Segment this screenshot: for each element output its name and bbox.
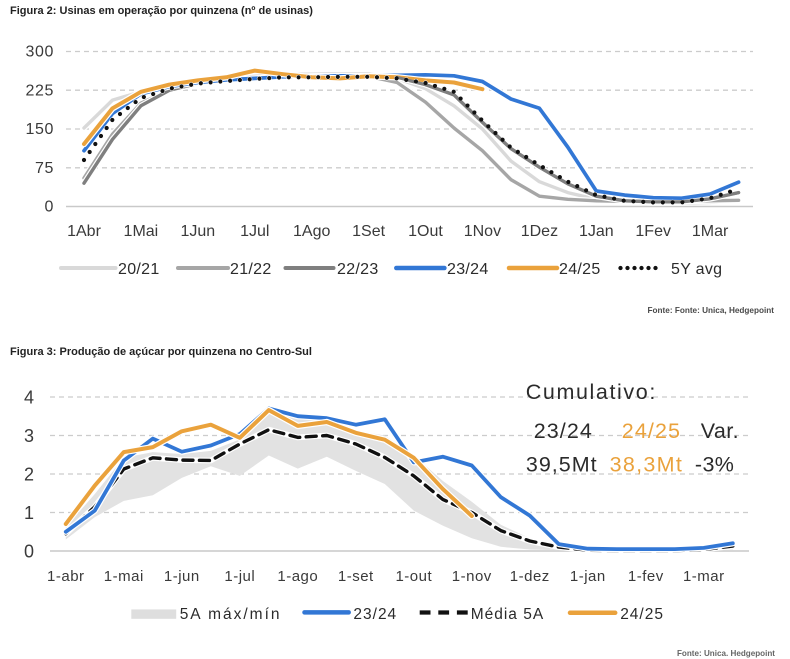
svg-text:1-fev: 1-fev (628, 568, 664, 585)
svg-text:1-set: 1-set (338, 568, 374, 585)
svg-text:1Set: 1Set (352, 223, 385, 240)
svg-text:1-nov: 1-nov (452, 568, 492, 585)
svg-text:1-mai: 1-mai (104, 568, 144, 585)
svg-text:1Fev: 1Fev (635, 223, 671, 240)
svg-text:1Jun: 1Jun (180, 223, 215, 240)
svg-text:2: 2 (24, 464, 34, 484)
svg-text:5A máx/mín: 5A máx/mín (180, 606, 282, 623)
svg-text:24/25: 24/25 (620, 606, 664, 623)
svg-text:Figura 2: Usinas em operação p: Figura 2: Usinas em operação por quinzen… (10, 5, 313, 17)
svg-text:1-jan: 1-jan (570, 568, 606, 585)
svg-text:1Jan: 1Jan (579, 223, 614, 240)
svg-text:38,3Mt: 38,3Mt (610, 452, 684, 476)
svg-text:24/25: 24/25 (622, 419, 681, 443)
svg-text:1Jul: 1Jul (240, 223, 269, 240)
svg-text:150: 150 (26, 121, 55, 138)
svg-text:1Dez: 1Dez (521, 223, 558, 240)
svg-text:1Ago: 1Ago (293, 223, 330, 240)
svg-text:Var.: Var. (701, 419, 739, 443)
svg-text:23/24: 23/24 (447, 261, 489, 278)
svg-text:1-mar: 1-mar (683, 568, 725, 585)
svg-text:Figura 3: Produção de açúcar p: Figura 3: Produção de açúcar por quinzen… (10, 346, 312, 358)
svg-text:24/25: 24/25 (559, 261, 601, 278)
svg-text:1Mar: 1Mar (692, 223, 729, 240)
svg-text:0: 0 (24, 541, 34, 561)
svg-text:1-jun: 1-jun (164, 568, 200, 585)
svg-text:Média 5A: Média 5A (471, 606, 544, 623)
svg-text:Fonte: Unica. Hedgepoint: Fonte: Unica. Hedgepoint (677, 649, 775, 658)
svg-text:20/21: 20/21 (118, 261, 160, 278)
svg-text:1: 1 (24, 503, 34, 523)
svg-text:1-abr: 1-abr (47, 568, 85, 585)
svg-text:21/22: 21/22 (230, 261, 272, 278)
svg-text:1-jul: 1-jul (224, 568, 255, 585)
svg-text:1-dez: 1-dez (510, 568, 550, 585)
svg-text:39,5Mt: 39,5Mt (526, 452, 598, 476)
svg-text:75: 75 (35, 160, 54, 177)
svg-text:1Abr: 1Abr (67, 223, 101, 240)
svg-text:5Y avg: 5Y avg (671, 261, 722, 278)
svg-text:23/24: 23/24 (353, 606, 397, 623)
svg-text:225: 225 (26, 83, 55, 100)
svg-text:300: 300 (26, 44, 55, 61)
svg-text:1Nov: 1Nov (464, 223, 501, 240)
svg-text:0: 0 (45, 199, 55, 216)
svg-text:1-out: 1-out (395, 568, 432, 585)
svg-text:1Mai: 1Mai (124, 223, 159, 240)
svg-text:23/24: 23/24 (534, 419, 593, 443)
svg-text:Cumulativo:: Cumulativo: (526, 380, 657, 404)
svg-text:-3%: -3% (695, 452, 734, 476)
svg-text:3: 3 (24, 426, 34, 446)
svg-text:1Out: 1Out (408, 223, 443, 240)
svg-text:22/23: 22/23 (337, 261, 379, 278)
svg-text:1-ago: 1-ago (277, 568, 318, 585)
svg-text:4: 4 (24, 387, 34, 407)
svg-text:Fonte: Fonte: Unica, Hedgepoin: Fonte: Fonte: Unica, Hedgepoint (648, 306, 775, 315)
